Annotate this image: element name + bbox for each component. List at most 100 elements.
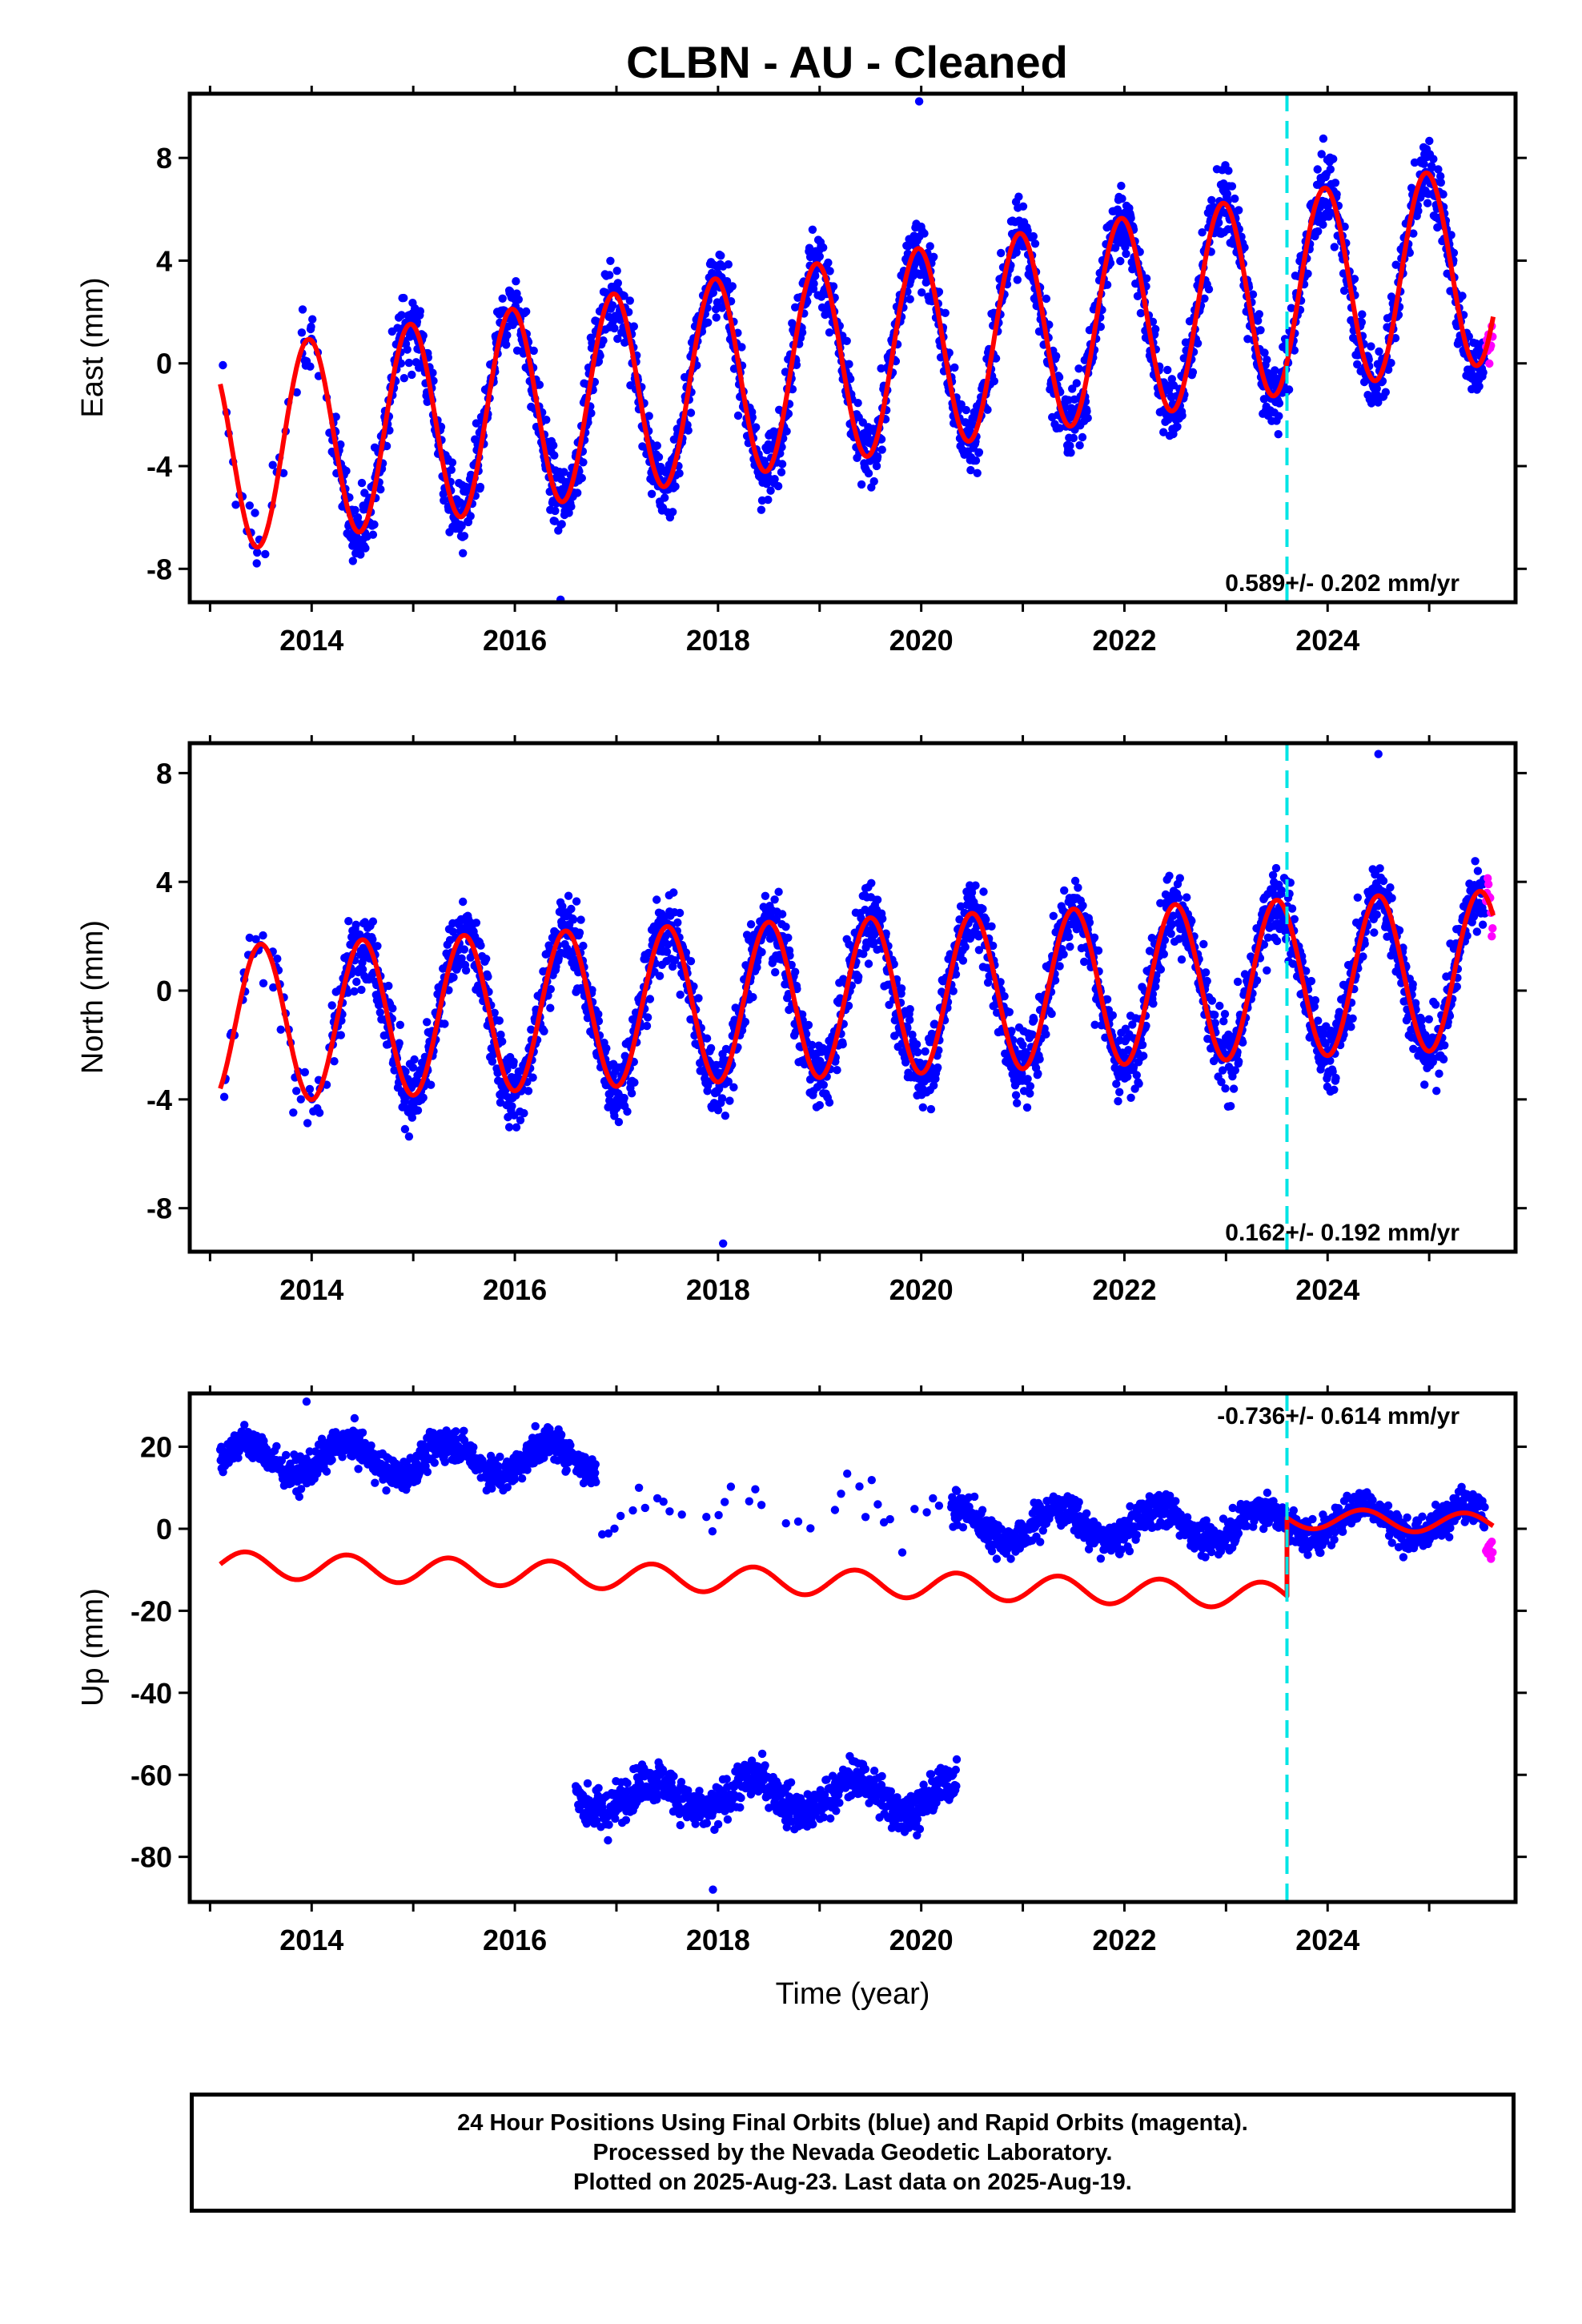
data-point (457, 521, 466, 531)
data-point (625, 296, 634, 305)
data-point (1026, 1089, 1034, 1098)
x-tick-label: 2014 (279, 1273, 343, 1306)
data-point (388, 1004, 397, 1013)
data-point (276, 1025, 285, 1034)
data-point (877, 445, 886, 454)
data-point (370, 520, 379, 529)
data-point (654, 452, 664, 461)
data-point (1029, 231, 1038, 241)
data-point (829, 282, 838, 291)
data-point (1381, 388, 1391, 396)
x-tick-label: 2022 (1092, 624, 1156, 657)
data-point (1375, 347, 1383, 356)
data-point (1139, 1051, 1148, 1060)
data-point (1042, 294, 1051, 304)
data-point (905, 295, 914, 304)
data-point (606, 256, 615, 265)
data-point (356, 550, 365, 559)
data-point (1138, 1040, 1147, 1050)
data-point (252, 559, 261, 568)
data-point (495, 1016, 504, 1025)
data-point (770, 895, 779, 904)
data-point (368, 917, 378, 926)
data-point (1030, 1015, 1038, 1024)
data-point (1052, 352, 1061, 360)
data-point (336, 440, 345, 449)
data-point (792, 360, 801, 369)
data-point (897, 984, 906, 993)
x-tick-label: 2016 (483, 1273, 547, 1306)
data-point (306, 362, 315, 371)
data-point (296, 1095, 305, 1104)
data-point (1013, 275, 1022, 284)
data-point (1022, 1103, 1032, 1112)
data-point (791, 967, 800, 976)
data-point (733, 411, 743, 420)
data-point (524, 1087, 533, 1096)
data-point (400, 374, 408, 383)
data-point (857, 480, 866, 489)
data-point (400, 1124, 410, 1134)
data-point (373, 942, 382, 951)
data-point (623, 1107, 632, 1116)
data-point (1134, 1080, 1143, 1088)
data-point (854, 972, 863, 981)
data-point (1070, 395, 1079, 404)
data-point (404, 358, 414, 368)
data-point (330, 1057, 339, 1066)
data-point (1115, 1088, 1124, 1096)
data-point (612, 267, 621, 275)
data-point (644, 412, 653, 420)
data-point (396, 359, 406, 368)
data-point (920, 229, 929, 238)
data-point (962, 405, 971, 415)
data-point (824, 258, 833, 267)
data-point (873, 452, 882, 461)
data-point (357, 478, 367, 488)
data-point (602, 1043, 611, 1053)
data-point (1072, 379, 1082, 388)
data-point (307, 322, 315, 332)
data-point (673, 918, 682, 927)
y-tick-label: 4 (156, 244, 172, 277)
data-point (449, 973, 458, 982)
data-point (987, 922, 996, 931)
data-point (971, 456, 981, 465)
data-point (1207, 996, 1217, 1005)
data-point (1149, 999, 1158, 1008)
data-point (331, 412, 340, 421)
data-point (476, 482, 485, 492)
data-point (522, 307, 531, 316)
data-point (686, 957, 696, 966)
data-point (1223, 189, 1232, 199)
data-point (397, 311, 406, 320)
data-point (400, 293, 408, 303)
y-tick-label: 0 (156, 975, 172, 1007)
data-point (484, 972, 492, 981)
x-tick-label: 2024 (1295, 624, 1359, 657)
data-point (1112, 1080, 1121, 1088)
data-point (853, 399, 862, 408)
y-tick-label: -8 (147, 553, 172, 585)
data-point (661, 493, 669, 502)
data-point (1307, 976, 1316, 986)
data-point (403, 345, 412, 354)
data-point (509, 1057, 518, 1067)
data-point (351, 920, 360, 930)
y-tick-label: -4 (147, 450, 172, 483)
data-point (1219, 1017, 1228, 1026)
data-point (300, 1068, 309, 1077)
data-point (502, 340, 511, 349)
data-point (1117, 181, 1126, 191)
data-point (1074, 883, 1082, 892)
data-point (605, 271, 614, 279)
data-point (613, 279, 622, 287)
data-point (459, 549, 468, 557)
data-point (1066, 943, 1074, 951)
data-point (721, 1112, 730, 1120)
data-point (1175, 874, 1185, 883)
data-point (404, 1132, 414, 1141)
data-point (1060, 886, 1069, 895)
